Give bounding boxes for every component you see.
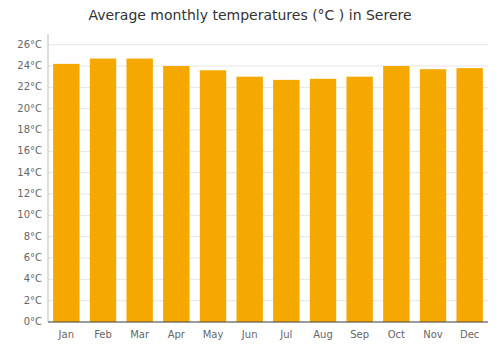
- y-tick-label: 2°C: [24, 295, 42, 306]
- y-tick-label: 10°C: [17, 209, 42, 220]
- y-tick-label: 26°C: [17, 39, 42, 50]
- grid-line: [48, 44, 488, 45]
- y-tick-label: 24°C: [17, 60, 42, 71]
- x-axis-line: [48, 322, 488, 323]
- grid-line: [48, 322, 488, 323]
- bar: [53, 64, 79, 322]
- bar: [200, 70, 226, 322]
- grid: [48, 45, 488, 322]
- bar: [273, 80, 299, 322]
- chart-title: Average monthly temperatures (°C ) in Se…: [88, 7, 411, 23]
- y-axis-line: [48, 34, 49, 322]
- y-tick-label: 4°C: [24, 273, 42, 284]
- x-tick-label: Dec: [460, 329, 479, 340]
- x-tick-label: Mar: [130, 329, 150, 340]
- y-tick-label: 6°C: [24, 252, 42, 263]
- x-tick-label: Sep: [350, 329, 369, 340]
- y-tick-label: 8°C: [24, 231, 42, 242]
- bar: [346, 77, 372, 322]
- bar: [310, 79, 336, 322]
- x-tick-label: Jul: [279, 329, 292, 340]
- bar: [456, 68, 482, 322]
- y-tick-label: 18°C: [17, 124, 42, 135]
- bar: [236, 77, 262, 322]
- x-tick-label: Apr: [168, 329, 186, 340]
- bar: [90, 59, 116, 322]
- x-tick-label: Nov: [423, 329, 443, 340]
- chart-container: Average monthly temperatures (°C ) in Se…: [0, 0, 500, 350]
- x-tick-label: May: [203, 329, 224, 340]
- bar: [163, 66, 189, 322]
- bar: [383, 66, 409, 322]
- x-tick-label: Aug: [313, 329, 333, 340]
- y-tick-label: 16°C: [17, 145, 42, 156]
- y-tick-label: 22°C: [17, 81, 42, 92]
- x-tick-label: Feb: [94, 329, 112, 340]
- chart-svg: Average monthly temperatures (°C ) in Se…: [0, 0, 500, 350]
- y-tick-label: 12°C: [17, 188, 42, 199]
- bar: [126, 59, 152, 322]
- x-tick-label: Jan: [58, 329, 74, 340]
- x-tick-label: Oct: [388, 329, 405, 340]
- y-tick-label: 20°C: [17, 103, 42, 114]
- y-tick-label: 0°C: [24, 316, 42, 327]
- x-tick-label: Jun: [241, 329, 258, 340]
- y-tick-label: 14°C: [17, 167, 42, 178]
- bar: [420, 69, 446, 322]
- bars: [53, 59, 483, 322]
